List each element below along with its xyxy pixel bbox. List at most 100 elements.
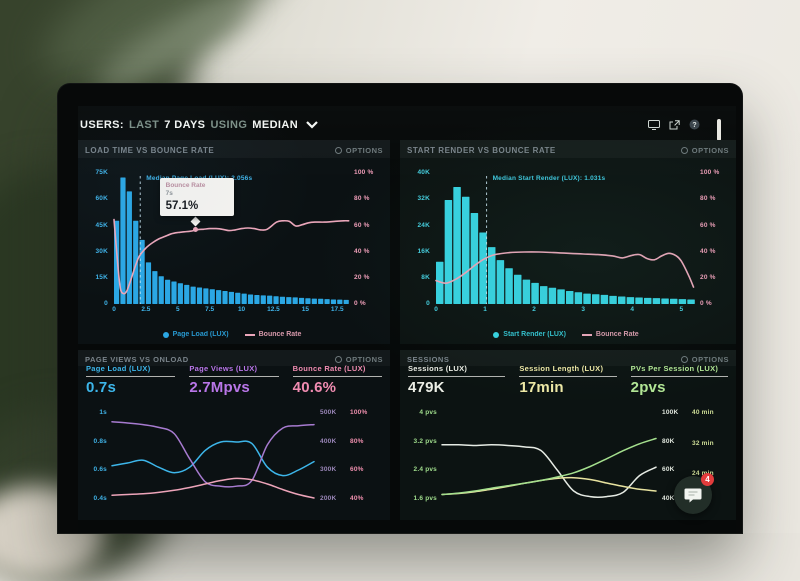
y-axis-right: 100 % 80 % 60 % 40 % 20 % 0 % (700, 169, 730, 308)
axis-tick: 4 pvs (419, 409, 437, 416)
axis-tick: 80% (350, 437, 364, 445)
dashboard-header: USERS: LAST 7 DAYS USING MEDIAN ? (80, 112, 734, 141)
x-axis-tick: 5 (175, 306, 180, 313)
axis-tick: 60 % (700, 221, 716, 229)
tooltip-x-label: 7s (165, 190, 173, 198)
legend-label: Bounce Rate (258, 331, 302, 338)
options-button[interactable]: OPTIONS (680, 146, 729, 155)
x-axis-tick: 17.5 (330, 306, 344, 313)
title-part: USING (210, 119, 248, 131)
legend-item[interactable]: Bounce Rate (244, 331, 302, 338)
axis-tick: 80K (662, 437, 675, 445)
x-axis-tick: 5 (679, 306, 684, 313)
options-label: OPTIONS (345, 354, 383, 364)
axis-tick: 45K (95, 221, 108, 229)
axis-tick: 0 % (700, 300, 712, 308)
legend-line-swatch (581, 333, 592, 336)
axis-tick: 2.4 pvs (413, 466, 437, 473)
legend-item[interactable]: Start Render (LUX) (493, 331, 566, 338)
axis-tick: 40% (350, 494, 364, 502)
monitor-icon[interactable] (648, 119, 660, 130)
median-annotation: Median Start Render (LUX): 1.031s (492, 175, 606, 182)
axis-tick: 75K (95, 169, 108, 176)
chart-plot[interactable] (441, 410, 657, 516)
axis-tick: 500K (320, 409, 337, 416)
legend-item[interactable]: Page Load (LUX) (162, 331, 229, 338)
x-axis-tick: 0 (112, 306, 116, 313)
legend-line-swatch (244, 333, 255, 336)
gear-icon (680, 355, 688, 363)
axis-tick: 0.4s (93, 494, 107, 502)
start-render-chart[interactable]: 40K 32K 24K 16K 8K 0 100 % 80 % 60 % 40 % 20 % 0 % M… (406, 160, 730, 340)
stat-label: Session Length (LUX) (519, 364, 604, 373)
x-axis-tick: 10 (237, 306, 246, 313)
help-icon[interactable]: ? (689, 119, 700, 130)
x-axis-tick: 7.5 (205, 306, 215, 313)
load-time-chart[interactable]: 75K 60K 45K 30K 15K 0 100 % 80 % 60 % 40 % 20 % 0 %… (84, 160, 384, 340)
title-part: MEDIAN (252, 119, 299, 131)
cursor-dot (193, 227, 199, 233)
chat-button[interactable]: 4 (674, 473, 714, 514)
axis-tick: 100K (662, 409, 679, 416)
chart-plot[interactable] (435, 174, 696, 305)
stat-label: Page Load (LUX) (86, 364, 151, 373)
axis-tick: 200K (320, 494, 337, 502)
axis-tick: 40 % (700, 247, 716, 255)
axis-tick: 60K (662, 466, 675, 473)
x-axis-tick: 3 (581, 306, 585, 313)
legend-dot-swatch (162, 331, 169, 338)
axis-tick: 80 % (354, 195, 370, 203)
stat-page-load: Page Load (LUX) 0.7s (86, 364, 176, 395)
axis-tick: 32K (417, 195, 430, 203)
dashboard: USERS: LAST 7 DAYS USING MEDIAN ? (78, 106, 736, 533)
stat-page-views: Page Views (LUX) 2.7Mpvs (189, 365, 279, 395)
scrollbar[interactable] (717, 119, 721, 141)
legend-label: Page Load (LUX) (172, 331, 229, 338)
stat-label: Bounce Rate (LUX) (292, 364, 366, 373)
stat-rule (86, 375, 176, 377)
axis-tick: 0.6s (93, 466, 107, 473)
axis-tick: 60K (95, 195, 108, 203)
panel-start-render: START RENDER VS BOUNCE RATE OPTIONS 40K 3… (400, 140, 736, 344)
axis-tick: 100 % (700, 169, 720, 176)
legend: Page Load (LUX) Bounce Rate (114, 331, 350, 338)
y-axis-right-0: 500K 400K 300K 200K (320, 409, 346, 502)
axis-tick: 60% (350, 466, 364, 473)
y-axis-right-1: 100% 80% 60% 40% (350, 409, 380, 502)
svg-text:?: ? (692, 122, 696, 129)
axis-tick: 8K (421, 274, 430, 282)
y-axis-left: 4 pvs 3.2 pvs 2.4 pvs 1.6 pvs (408, 409, 437, 502)
page-views-chart[interactable]: 1s 0.8s 0.6s 0.4s 500K 400K 300K 200K 100% 80% 60%… (86, 409, 384, 516)
stat-rule (630, 375, 728, 377)
chart-plot[interactable] (111, 410, 315, 516)
panel-sessions: SESSIONS OPTIONS Sessions (LUX) 479K Ses… (400, 350, 736, 520)
stat-bounce-rate: Bounce Rate (LUX) 40.6% (292, 364, 382, 396)
options-button[interactable]: OPTIONS (680, 355, 729, 364)
stat-value: 40.6% (292, 378, 337, 396)
chart-plot[interactable] (113, 174, 350, 304)
users-range-dropdown[interactable]: USERS: LAST 7 DAYS USING MEDIAN (80, 119, 318, 131)
share-icon[interactable] (669, 119, 680, 130)
y-axis-right: 100 % 80 % 60 % 40 % 20 % 0 % (354, 169, 384, 308)
sessions-chart[interactable]: 4 pvs 3.2 pvs 2.4 pvs 1.6 pvs 100K 80K 60K 40K 4… (408, 409, 730, 516)
y-axis-right-0: 100K 80K 60K 40K (662, 409, 688, 502)
stat-rule (189, 375, 279, 377)
tooltip-value: 57.1% (165, 199, 199, 212)
stat-session-length: Session Length (LUX) 17min (519, 364, 617, 395)
axis-tick: 32 min (692, 439, 714, 447)
y-axis-left: 75K 60K 45K 30K 15K 0 (84, 169, 108, 308)
axis-tick: 100% (350, 409, 368, 416)
stat-rule (292, 375, 382, 377)
stat-label: Sessions (LUX) (408, 364, 468, 373)
title-part: 7 DAYS (164, 119, 206, 131)
options-button[interactable]: OPTIONS (334, 146, 383, 155)
axis-tick: 40K (417, 169, 430, 176)
gear-icon (334, 146, 342, 154)
x-axis-tick: 2.5 (141, 306, 151, 313)
gear-icon (680, 146, 688, 154)
chevron-down-icon (306, 121, 318, 129)
options-button[interactable]: OPTIONS (334, 354, 383, 364)
legend-item[interactable]: Bounce Rate (581, 331, 639, 338)
gear-icon (334, 355, 342, 363)
axis-tick: 30K (95, 247, 108, 255)
